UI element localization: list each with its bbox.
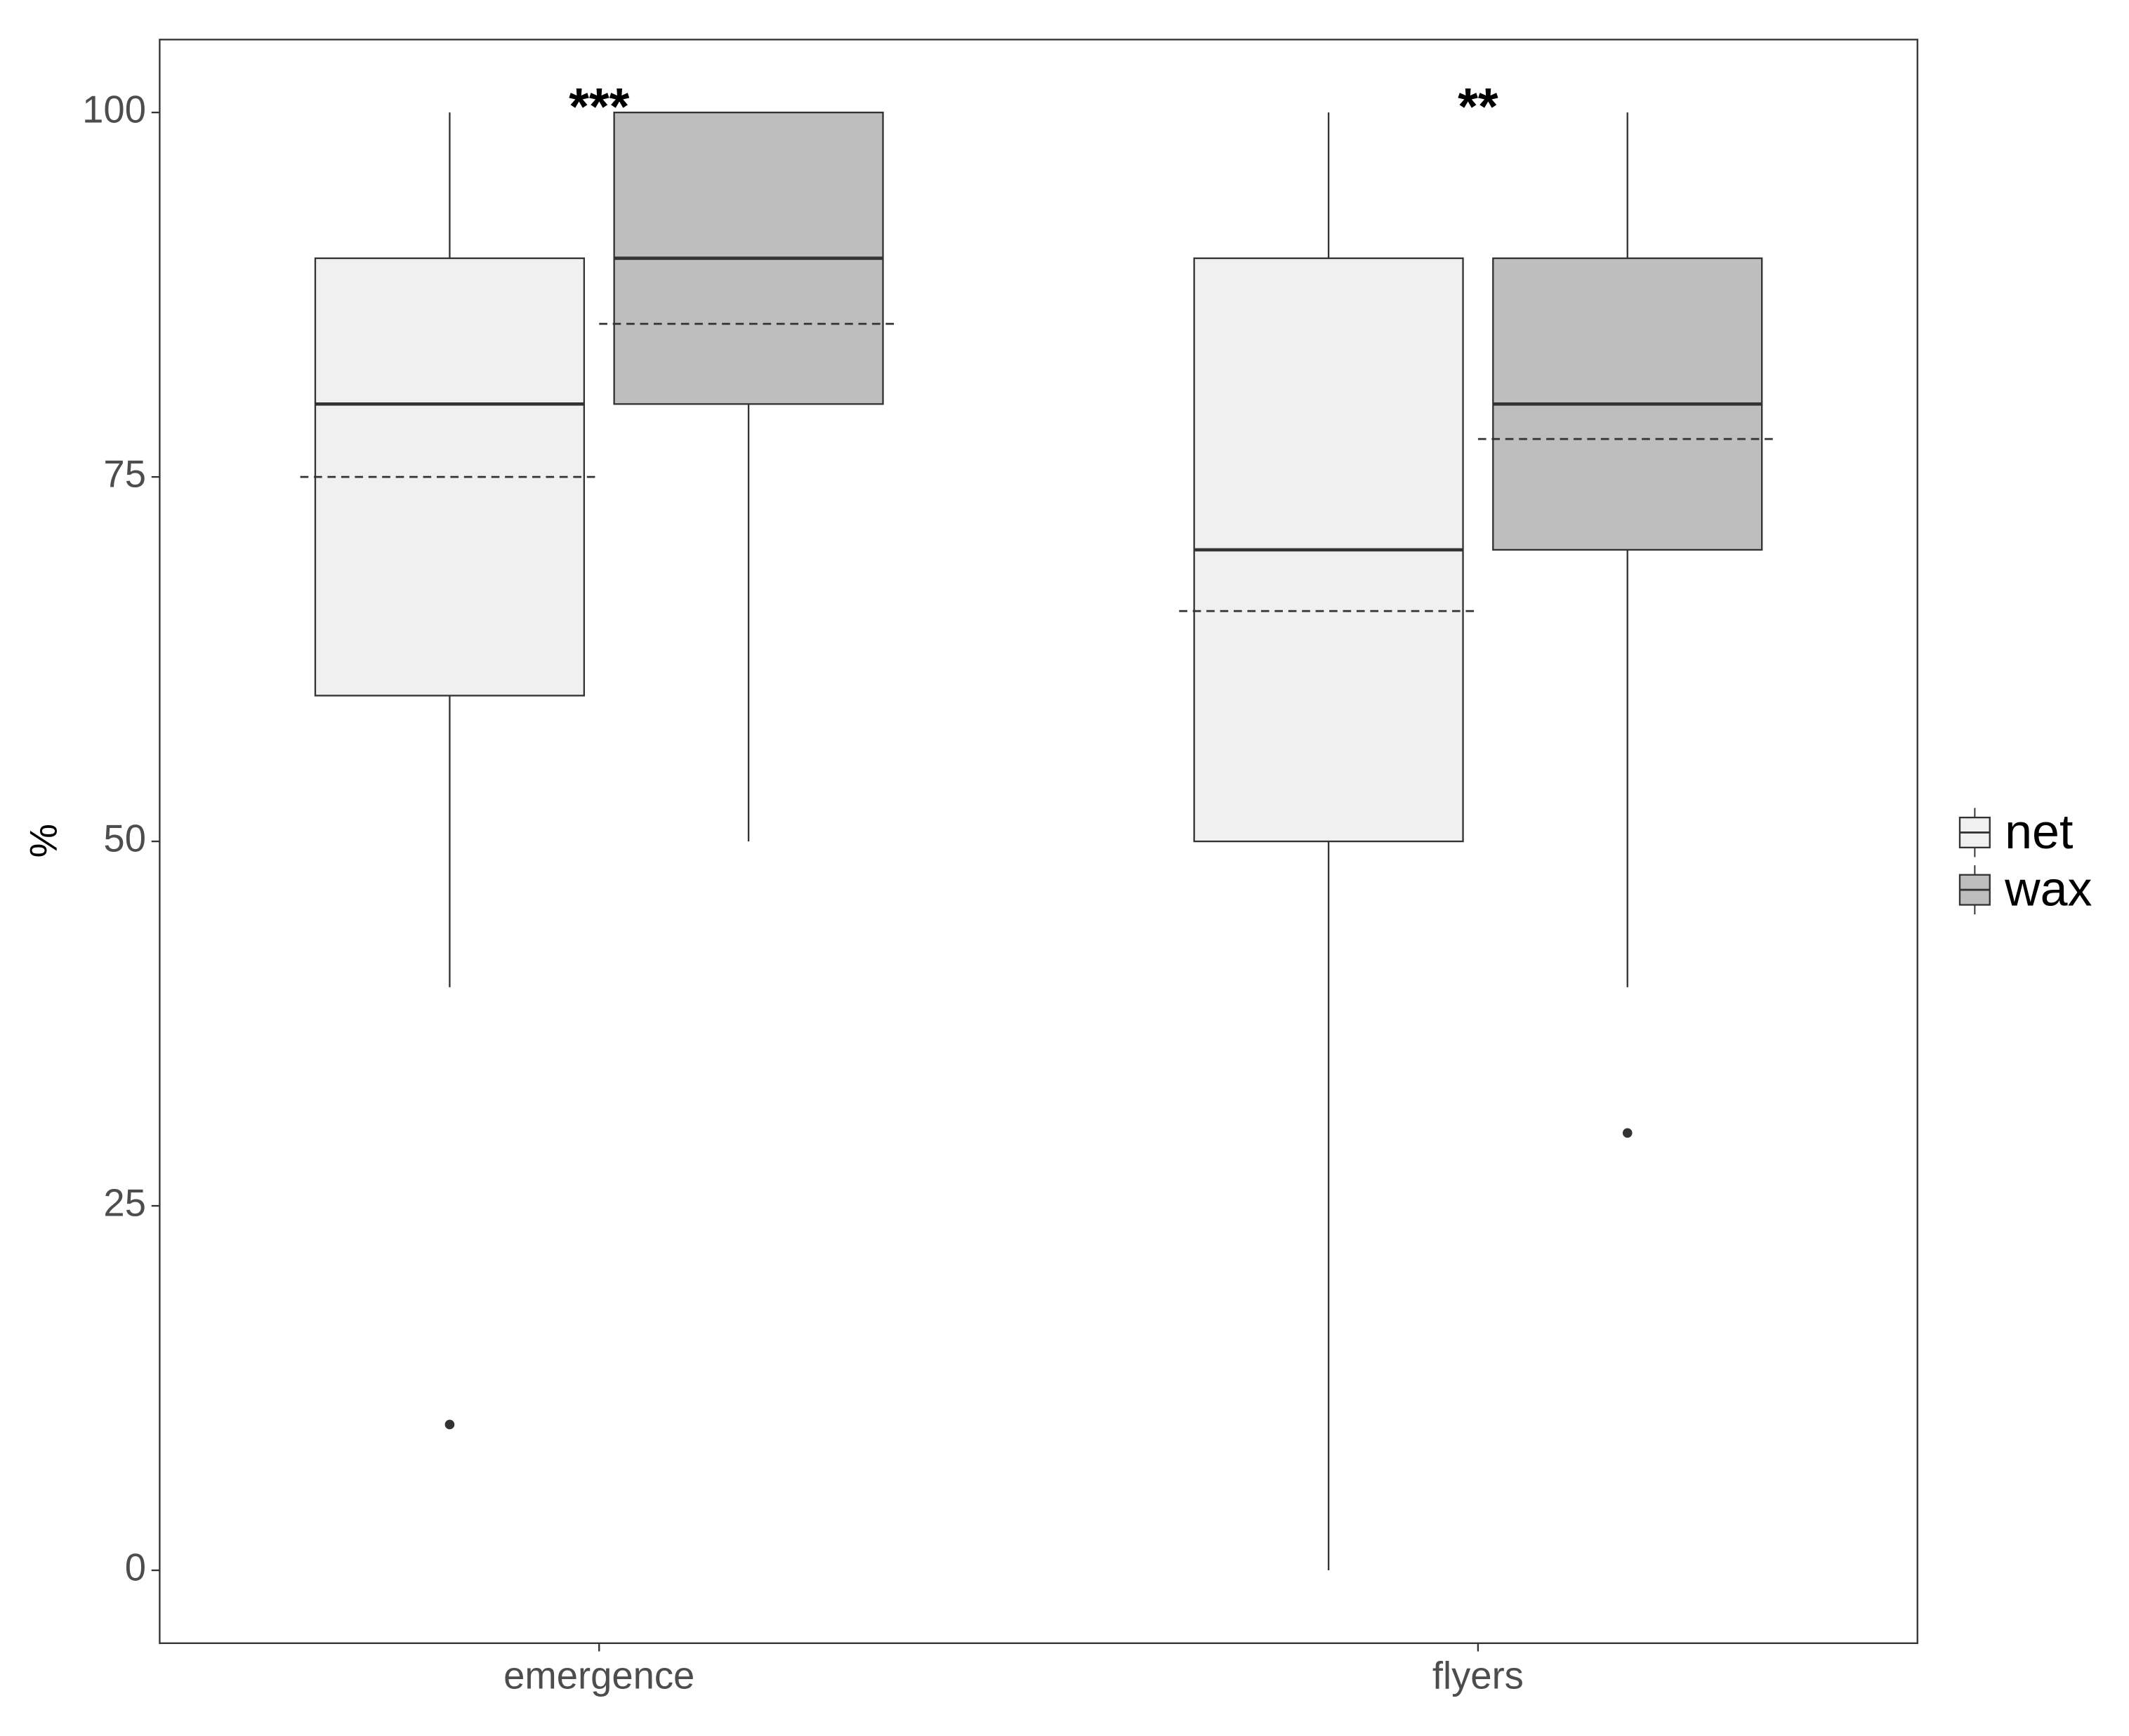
legend-label: net [2005,804,2073,859]
legend-label: wax [2004,861,2092,916]
y-tick-label: 75 [103,453,146,496]
outlier [1622,1128,1633,1138]
y-tick-label: 0 [125,1546,146,1589]
y-axis-label: % [22,824,65,857]
x-tick-label: flyers [1432,1655,1524,1697]
y-tick-label: 100 [82,88,146,131]
outlier [444,1419,455,1430]
y-tick-label: 50 [103,817,146,860]
x-tick-label: emergence [503,1655,694,1697]
y-tick-label: 25 [103,1181,146,1224]
annotation: ** [1458,77,1498,136]
